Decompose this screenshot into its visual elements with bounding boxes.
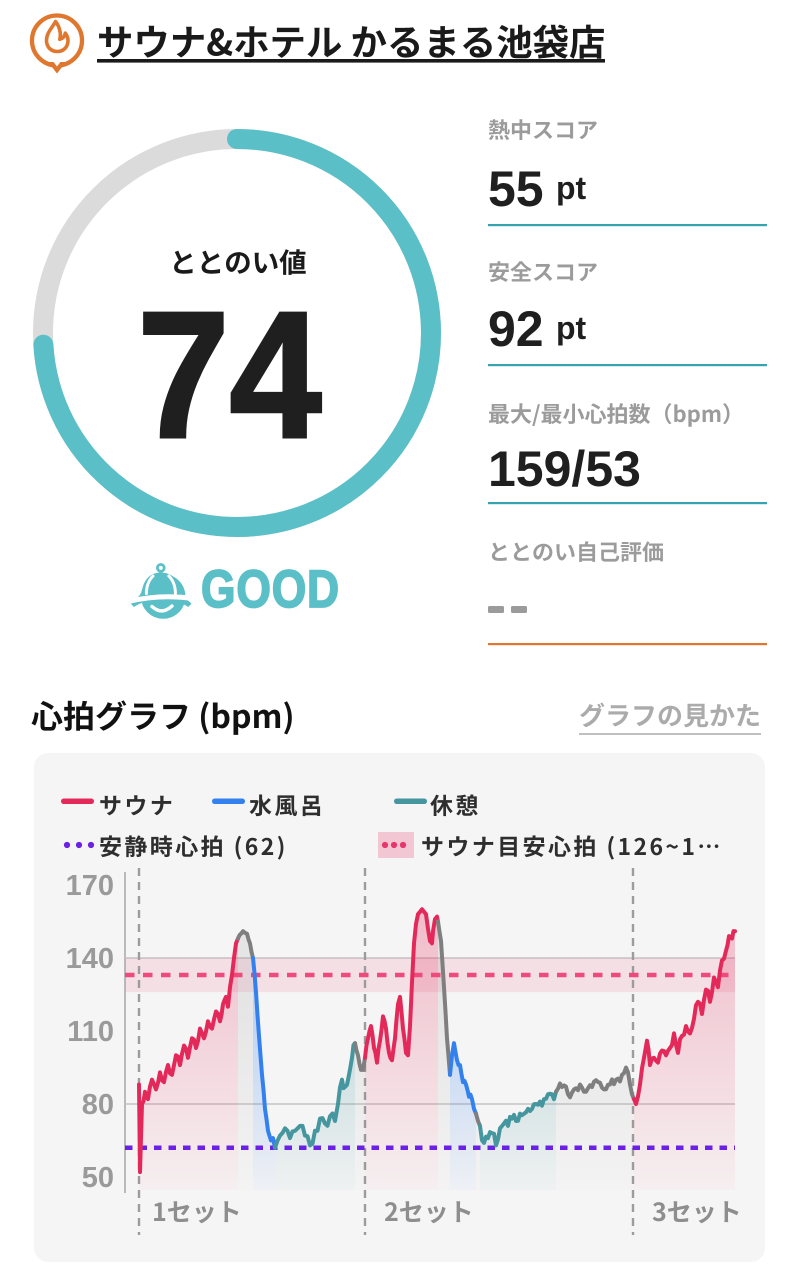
svg-text:pt: pt bbox=[556, 170, 587, 206]
svg-text:GOOD: GOOD bbox=[201, 561, 340, 619]
svg-text:159/53: 159/53 bbox=[488, 441, 641, 497]
svg-text:110: 110 bbox=[67, 1016, 114, 1048]
svg-text:74: 74 bbox=[137, 274, 321, 476]
svg-text:50: 50 bbox=[82, 1162, 114, 1194]
svg-text:92: 92 bbox=[488, 301, 544, 357]
svg-text:55: 55 bbox=[488, 161, 544, 217]
svg-text:80: 80 bbox=[82, 1089, 114, 1121]
svg-text:170: 170 bbox=[66, 870, 114, 902]
svg-text:140: 140 bbox=[66, 943, 114, 975]
svg-text:pt: pt bbox=[556, 310, 587, 346]
